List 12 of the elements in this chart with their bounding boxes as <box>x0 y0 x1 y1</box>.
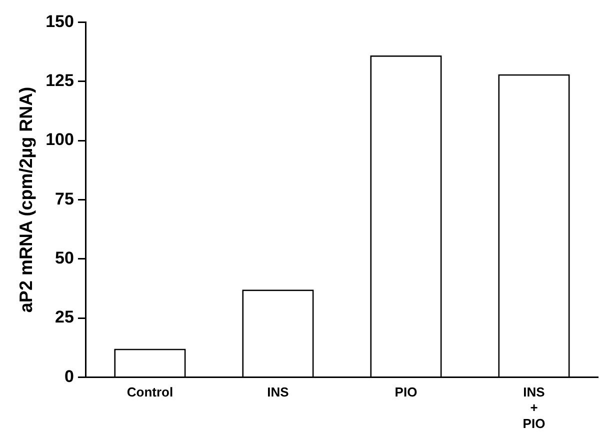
x-tick-label: INS <box>267 384 290 400</box>
y-tick-label: 75 <box>55 189 74 208</box>
y-tick-label: 150 <box>46 12 74 31</box>
y-axis-title: aP2 mRNA (cpm/2µg RNA) <box>16 86 36 313</box>
x-tick-label: INS + PIO <box>522 384 546 431</box>
x-tick-label: PIO <box>394 384 418 400</box>
y-tick-label: 100 <box>46 130 74 150</box>
y-tick-label: 0 <box>64 366 74 386</box>
x-tick-label: Control <box>126 384 174 400</box>
y-tick-label: 25 <box>55 308 74 327</box>
y-tick-label: 50 <box>55 248 74 268</box>
y-tick-label: 125 <box>46 71 74 90</box>
